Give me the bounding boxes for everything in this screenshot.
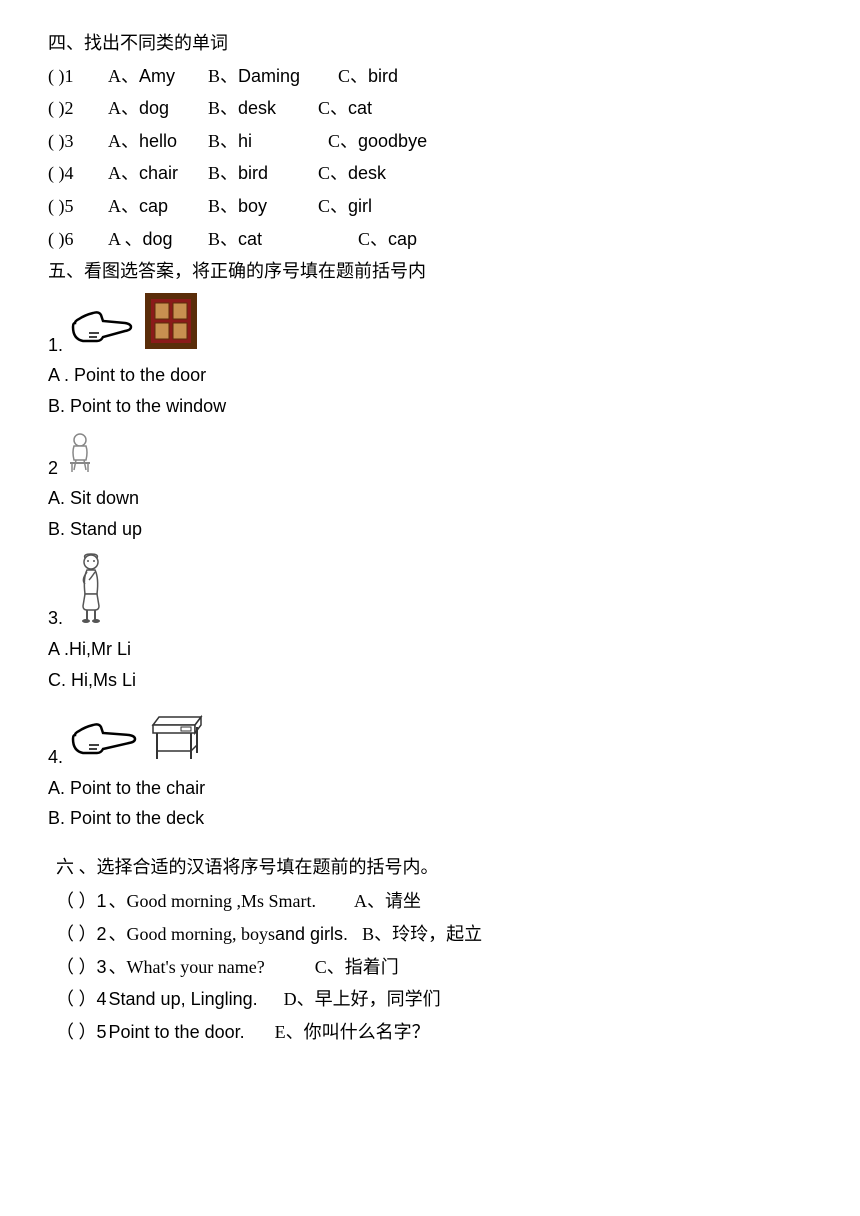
q5-opt-a: A . Point to the door: [48, 360, 812, 391]
q6-row-2: （ ） 2、 Good morning, boys and girls. B、 …: [56, 919, 812, 950]
q4-opt-a: A、cap: [108, 191, 208, 222]
q6-cn: 你叫什么名字？: [304, 1017, 430, 1048]
q6-num: 1: [97, 886, 107, 917]
q5-item-4: 4. A. Point to the chair B. Point to: [48, 711, 812, 834]
q6-cn: 早上好，同学们: [315, 984, 441, 1015]
q4-prefix: ( )1: [48, 61, 108, 92]
q6-num: 4: [97, 984, 107, 1015]
q4-opt-a: A、Amy: [108, 61, 208, 92]
desk-icon: [147, 711, 207, 773]
q6-prefix: （ ）: [56, 952, 97, 983]
section4-title: 四、找出不同类的单词: [48, 28, 812, 59]
q6-prefix: （ ）: [56, 1017, 97, 1048]
section5-title: 五、看图选答案，将正确的序号填在题前括号内: [48, 256, 812, 287]
q6-row-3: （ ） 3、 What's your name? C、 指着门: [56, 952, 812, 983]
q4-opt-b: B、boy: [208, 191, 318, 222]
q4-opt-c: C、desk: [318, 158, 386, 189]
q6-label: C、: [315, 952, 345, 983]
q4-prefix: ( )3: [48, 126, 108, 157]
q4-opt-b: B、Daming: [208, 61, 338, 92]
q4-opt-c: C、goodbye: [328, 126, 427, 157]
q4-row-5: ( )5 A、cap B、boy C、girl: [48, 191, 812, 222]
q6-cn: 指着门: [345, 952, 399, 983]
q6-eng: Good morning ,Ms Smart.: [127, 886, 317, 917]
q5-opt-b: B. Point to the deck: [48, 803, 812, 834]
q5-opt-b: B. Stand up: [48, 514, 812, 545]
q4-prefix: ( )5: [48, 191, 108, 222]
q4-opt-b: B、cat: [208, 224, 358, 255]
door-icon: [143, 291, 199, 361]
q4-opt-c: C、cap: [358, 224, 417, 255]
q4-opt-a: A 、dog: [108, 224, 208, 255]
q4-row-6: ( )6 A 、dog B、cat C、cap: [48, 224, 812, 255]
q6-row-4: （ ） 4 Stand up, Lingling. D、 早上好，同学们: [56, 984, 812, 1015]
q4-opt-a: A、hello: [108, 126, 208, 157]
q4-row-3: ( )3 A、hello B、hi C、goodbye: [48, 126, 812, 157]
q6-eng-yahei: and girls.: [275, 919, 348, 950]
q6-row-5: （ ） 5 Point to the door. E、 你叫什么名字？: [56, 1017, 812, 1048]
q5-num: 4.: [48, 742, 63, 773]
q4-opt-a: A、chair: [108, 158, 208, 189]
q5-opt-b: B. Point to the window: [48, 391, 812, 422]
q4-opt-c: C、bird: [338, 61, 398, 92]
q6-prefix: （ ）: [56, 984, 97, 1015]
q6-label: B、: [362, 919, 392, 950]
q6-prefix: （ ）: [56, 886, 97, 917]
q5-item-2: 2 A. Sit down B. Stand up: [48, 430, 812, 545]
q6-eng-yahei: Point to the door.: [109, 1017, 245, 1048]
q6-num: 3: [97, 952, 107, 983]
section6-title: 六 、选择合适的汉语将序号填在题前的括号内。: [56, 852, 812, 883]
standing-woman-icon: [73, 552, 109, 634]
q6-label: A、: [354, 886, 385, 917]
q6-num: 5: [97, 1017, 107, 1048]
q6-prefix: （ ）: [56, 919, 97, 950]
q6-num: 2: [97, 919, 107, 950]
q4-opt-a: A、dog: [108, 93, 208, 124]
q5-opt-a: A .Hi,Mr Li: [48, 634, 812, 665]
q4-prefix: ( )2: [48, 93, 108, 124]
q5-opt-a: A. Sit down: [48, 483, 812, 514]
q4-opt-c: C、girl: [318, 191, 372, 222]
q4-prefix: ( )6: [48, 224, 108, 255]
q4-opt-b: B、bird: [208, 158, 318, 189]
q5-opt-a: A. Point to the chair: [48, 773, 812, 804]
q6-row-1: （ ） 1、 Good morning ,Ms Smart. A、 请坐: [56, 886, 812, 917]
q6-label: D、: [284, 984, 315, 1015]
q4-prefix: ( )4: [48, 158, 108, 189]
q4-row-1: ( )1 A、Amy B、Daming C、bird: [48, 61, 812, 92]
q4-row-2: ( )2 A、dog B、desk C、cat: [48, 93, 812, 124]
q6-eng: What's your name?: [127, 952, 265, 983]
q6-cn: 请坐: [385, 886, 421, 917]
q4-opt-b: B、desk: [208, 93, 318, 124]
sitting-child-icon: [62, 430, 98, 484]
q5-item-1: 1. A . Point to the door B. Point to the…: [48, 291, 812, 422]
q4-opt-c: C、cat: [318, 93, 372, 124]
q5-item-3: 3. A .Hi,Mr Li C. Hi,Ms Li: [48, 552, 812, 695]
pointing-hand-icon: [67, 715, 143, 773]
q4-row-4: ( )4 A、chair B、bird C、desk: [48, 158, 812, 189]
q5-opt-c: C. Hi,Ms Li: [48, 665, 812, 696]
q5-num: 2: [48, 453, 58, 484]
q6-eng-yahei: Stand up, Lingling.: [109, 984, 258, 1015]
q5-num: 1.: [48, 330, 63, 361]
q6-eng: Good morning, boys: [127, 919, 276, 950]
q5-num: 3.: [48, 603, 63, 634]
q6-cn: 玲玲，起立: [392, 919, 482, 950]
q4-opt-b: B、hi: [208, 126, 328, 157]
pointing-hand-icon: [67, 303, 139, 361]
q6-label: E、: [275, 1017, 304, 1048]
